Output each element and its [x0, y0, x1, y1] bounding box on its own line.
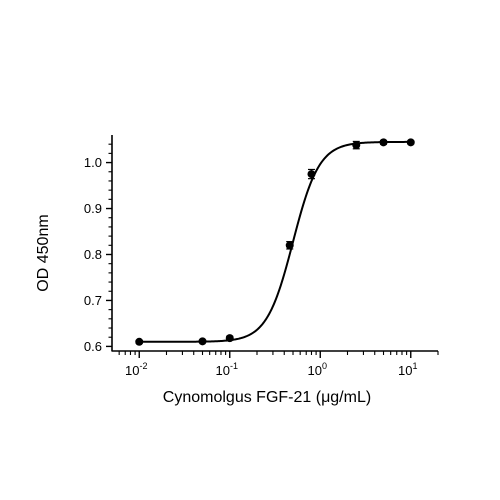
axes: 0.6 0.7 0.8 0.9 1.0 10-2 10-1 100 101 — [84, 135, 439, 378]
fit-curve-layer — [139, 140, 411, 343]
y-tick-label: 0.8 — [84, 247, 102, 262]
x-tick-label: 10-1 — [216, 361, 238, 378]
data-point — [379, 138, 388, 147]
y-tick-label: 0.9 — [84, 201, 102, 216]
y-tick-label: 0.6 — [84, 339, 102, 354]
y-axis-title: OD 450nm — [35, 214, 52, 291]
data-point — [406, 138, 415, 147]
data-points-layer — [135, 138, 415, 346]
data-point — [225, 334, 234, 343]
data-point — [135, 337, 144, 346]
data-point — [198, 337, 207, 346]
data-point — [307, 170, 316, 179]
data-point — [352, 141, 361, 150]
y-tick-label: 0.7 — [84, 293, 102, 308]
x-tick-label: 100 — [308, 361, 327, 378]
fit-curve — [139, 140, 411, 343]
data-point — [285, 241, 294, 250]
x-axis-title: Cynomolgus FGF-21 (μg/mL) — [163, 389, 371, 406]
x-tick-label: 101 — [398, 361, 417, 378]
x-tick-label: 10-2 — [125, 361, 147, 378]
y-tick-label: 1.0 — [84, 155, 102, 170]
